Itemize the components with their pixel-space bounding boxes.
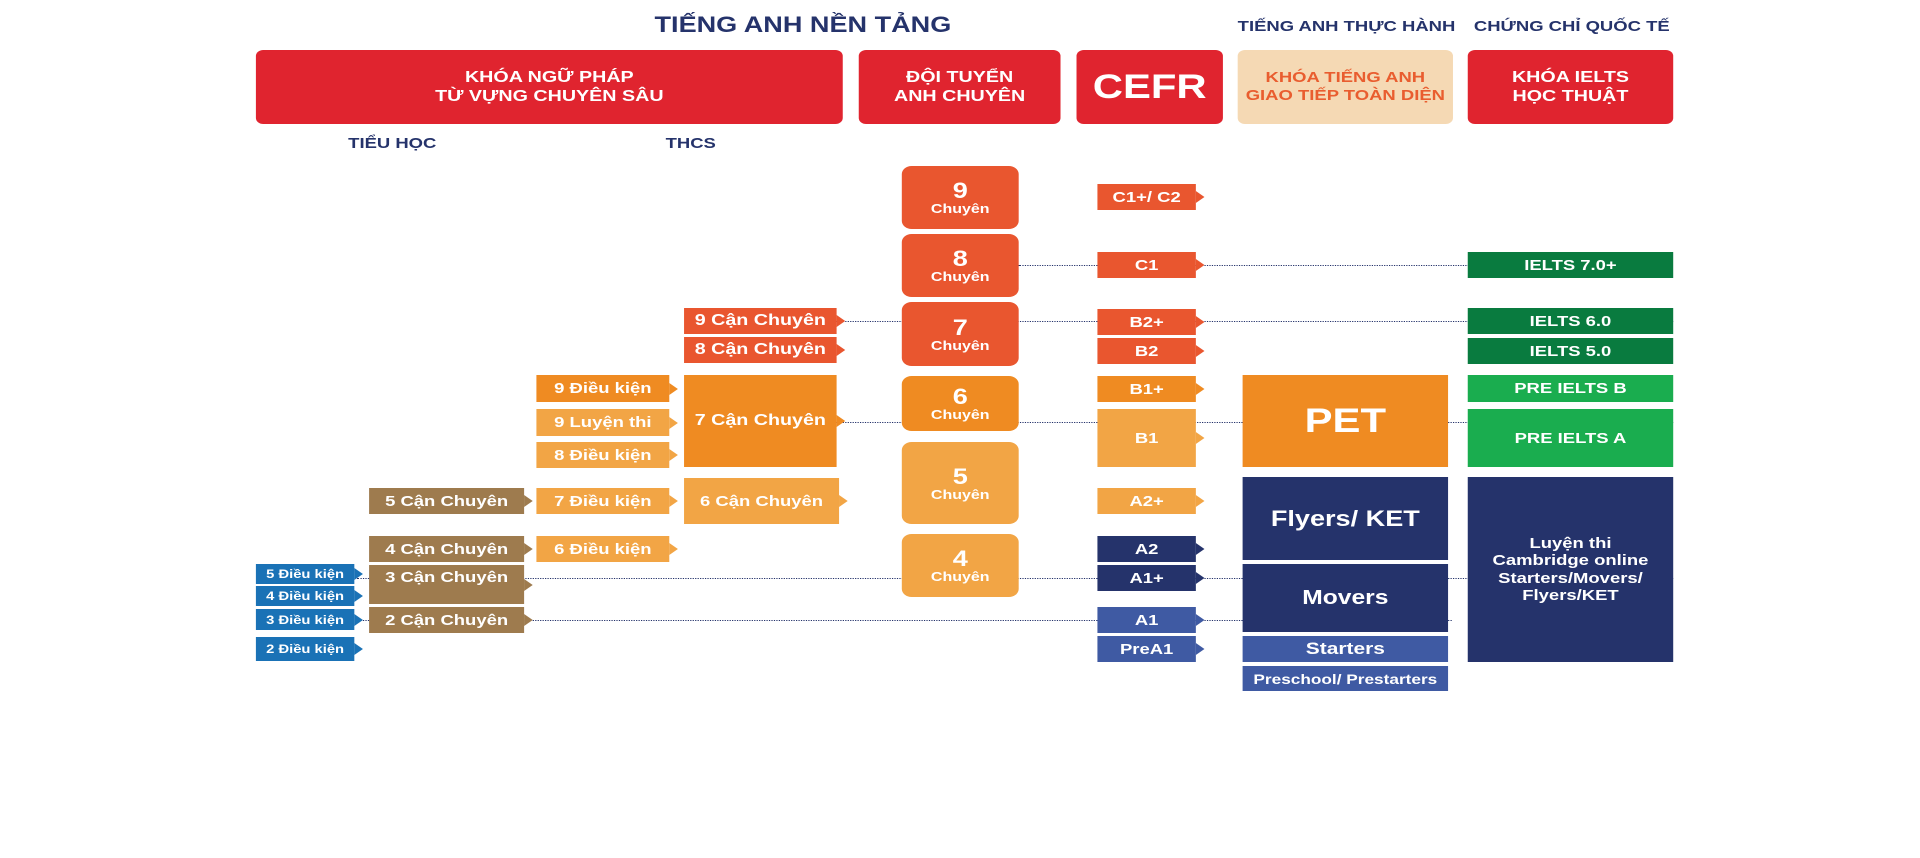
header-practical: TIẾNG ANH THỰC HÀNH — [1237, 18, 1456, 35]
course-communication-line1: KHÓA TIẾNG ANH — [1265, 69, 1426, 86]
chuyen-tile-num: 5 — [952, 463, 968, 489]
connector-line-b2plus — [836, 321, 1674, 322]
course-ielts-line1: KHÓA IELTS — [1511, 68, 1629, 86]
practical-level-flyers-ket[interactable]: Flyers/ KET — [1242, 477, 1449, 560]
course-ielts[interactable]: KHÓA IELTS HỌC THUẬT — [1467, 50, 1674, 124]
course-grammar-line2: TỪ VỰNG CHUYÊN SÂU — [435, 88, 664, 105]
cambridge-line: Luyện thi — [1529, 535, 1612, 552]
chuyen-tile-num: 7 — [952, 314, 968, 340]
secondary-dieukien-9[interactable]: 9 Điều kiện — [536, 375, 678, 402]
primary-can-4[interactable]: 4 Cận Chuyên — [369, 536, 533, 562]
primary-can-2[interactable]: 2 Cận Chuyên — [369, 607, 533, 633]
secondary-can-9[interactable]: 9 Cận Chuyên — [684, 308, 846, 334]
practical-level-starters[interactable]: Starters — [1242, 636, 1449, 662]
course-grammar-line1: KHÓA NGỮ PHÁP — [464, 68, 634, 86]
cambridge-line: Starters/Movers/ — [1498, 569, 1643, 587]
cefr-level-b1[interactable]: B1 — [1097, 409, 1205, 467]
cambridge-line: Flyers/KET — [1522, 586, 1619, 604]
chuyen-tile-7[interactable]: 7 Chuyên — [901, 302, 1019, 366]
secondary-can-8[interactable]: 8 Cận Chuyên — [684, 337, 846, 363]
chuyen-tile-5[interactable]: 5 Chuyên — [901, 442, 1019, 524]
chuyen-tile-6[interactable]: 6 Chuyên — [901, 376, 1019, 431]
chuyen-tile-label: Chuyên — [930, 407, 990, 423]
cefr-level-a2[interactable]: A2 — [1097, 536, 1205, 562]
primary-can-5[interactable]: 5 Cận Chuyên — [369, 488, 533, 514]
chuyen-tile-label: Chuyên — [930, 201, 990, 217]
chuyen-tile-num: 8 — [952, 246, 968, 272]
ielts-level-pre-b[interactable]: PRE IELTS B — [1467, 375, 1674, 402]
course-cefr[interactable]: CEFR — [1076, 50, 1223, 124]
chuyen-tile-label: Chuyên — [930, 569, 990, 585]
cefr-level-b2[interactable]: B2 — [1097, 338, 1205, 364]
primary-dieukien-4[interactable]: 4 Điều kiện — [255, 586, 363, 606]
chuyen-tile-label: Chuyên — [930, 486, 990, 502]
cefr-level-b1plus[interactable]: B1+ — [1097, 376, 1205, 402]
chuyen-tile-num: 6 — [952, 384, 968, 410]
primary-dieukien-3[interactable]: 3 Điều kiện — [255, 609, 363, 630]
practical-level-pet[interactable]: PET — [1242, 375, 1449, 467]
cefr-level-c1[interactable]: C1 — [1097, 252, 1205, 278]
chuyen-tile-num: 4 — [952, 546, 968, 572]
course-cefr-label: CEFR — [1092, 67, 1207, 106]
chuyen-tile-label: Chuyên — [930, 337, 990, 353]
cefr-level-prea1[interactable]: PreA1 — [1097, 636, 1205, 662]
cefr-level-c1plus-c2[interactable]: C1+/ C2 — [1097, 184, 1205, 210]
cefr-level-a1[interactable]: A1 — [1097, 607, 1205, 633]
ielts-level-5[interactable]: IELTS 5.0 — [1467, 338, 1674, 364]
secondary-can-6[interactable]: 6 Cận Chuyên — [684, 478, 848, 524]
primary-dieukien-5[interactable]: 5 Điều kiện — [255, 564, 363, 584]
cefr-level-b2plus[interactable]: B2+ — [1097, 309, 1205, 335]
level-secondary: THCS — [665, 135, 716, 152]
chuyen-tile-9[interactable]: 9 Chuyên — [901, 166, 1019, 229]
course-team-line1: ĐỘI TUYỂN — [906, 68, 1014, 86]
secondary-dieukien-8[interactable]: 8 Điều kiện — [536, 442, 678, 468]
course-ielts-line2: HỌC THUẬT — [1512, 88, 1629, 105]
chuyen-tile-label: Chuyên — [930, 269, 990, 285]
level-primary: TIỂU HỌC — [348, 135, 437, 152]
connector-line-a1 — [356, 620, 1452, 621]
ielts-level-7plus[interactable]: IELTS 7.0+ — [1467, 252, 1674, 278]
cefr-level-a1plus[interactable]: A1+ — [1097, 565, 1205, 591]
cefr-level-a2plus[interactable]: A2+ — [1097, 488, 1205, 514]
secondary-luyenthi-9[interactable]: 9 Luyện thi — [536, 409, 678, 436]
primary-dieukien-2[interactable]: 2 Điều kiện — [255, 637, 363, 661]
course-team-line2: ANH CHUYÊN — [894, 88, 1026, 105]
chuyen-tile-num: 9 — [952, 178, 968, 204]
ielts-level-pre-a[interactable]: PRE IELTS A — [1467, 409, 1674, 467]
secondary-dieukien-6[interactable]: 6 Điều kiện — [536, 536, 678, 562]
connector-line-c1 — [1018, 265, 1671, 266]
ielts-level-6[interactable]: IELTS 6.0 — [1467, 308, 1674, 334]
header-foundation: TIẾNG ANH NỀN TẢNG — [654, 12, 952, 37]
cambridge-online-box[interactable]: Luyện thi Cambridge online Starters/Move… — [1467, 477, 1674, 662]
chuyen-tile-8[interactable]: 8 Chuyên — [901, 234, 1019, 297]
primary-can-3[interactable]: 3 Cận Chuyên — [369, 565, 533, 604]
practical-level-movers[interactable]: Movers — [1242, 564, 1449, 632]
practical-level-preschool[interactable]: Preschool/ Prestarters — [1242, 666, 1449, 691]
chuyen-tile-4[interactable]: 4 Chuyên — [901, 534, 1019, 597]
cambridge-line: Cambridge online — [1492, 552, 1649, 570]
course-grammar-vocab[interactable]: KHÓA NGỮ PHÁP TỪ VỰNG CHUYÊN SÂU — [255, 50, 843, 124]
secondary-dieukien-7[interactable]: 7 Điều kiện — [536, 488, 678, 514]
header-international: CHỨNG CHỈ QUỐC TẾ — [1473, 18, 1670, 35]
course-communication[interactable]: KHÓA TIẾNG ANH GIAO TIẾP TOÀN DIỆN — [1237, 50, 1453, 124]
secondary-can-7[interactable]: 7 Cận Chuyên — [684, 375, 846, 467]
course-communication-line2: GIAO TIẾP TOÀN DIỆN — [1245, 87, 1445, 104]
course-team[interactable]: ĐỘI TUYỂN ANH CHUYÊN — [858, 50, 1061, 124]
